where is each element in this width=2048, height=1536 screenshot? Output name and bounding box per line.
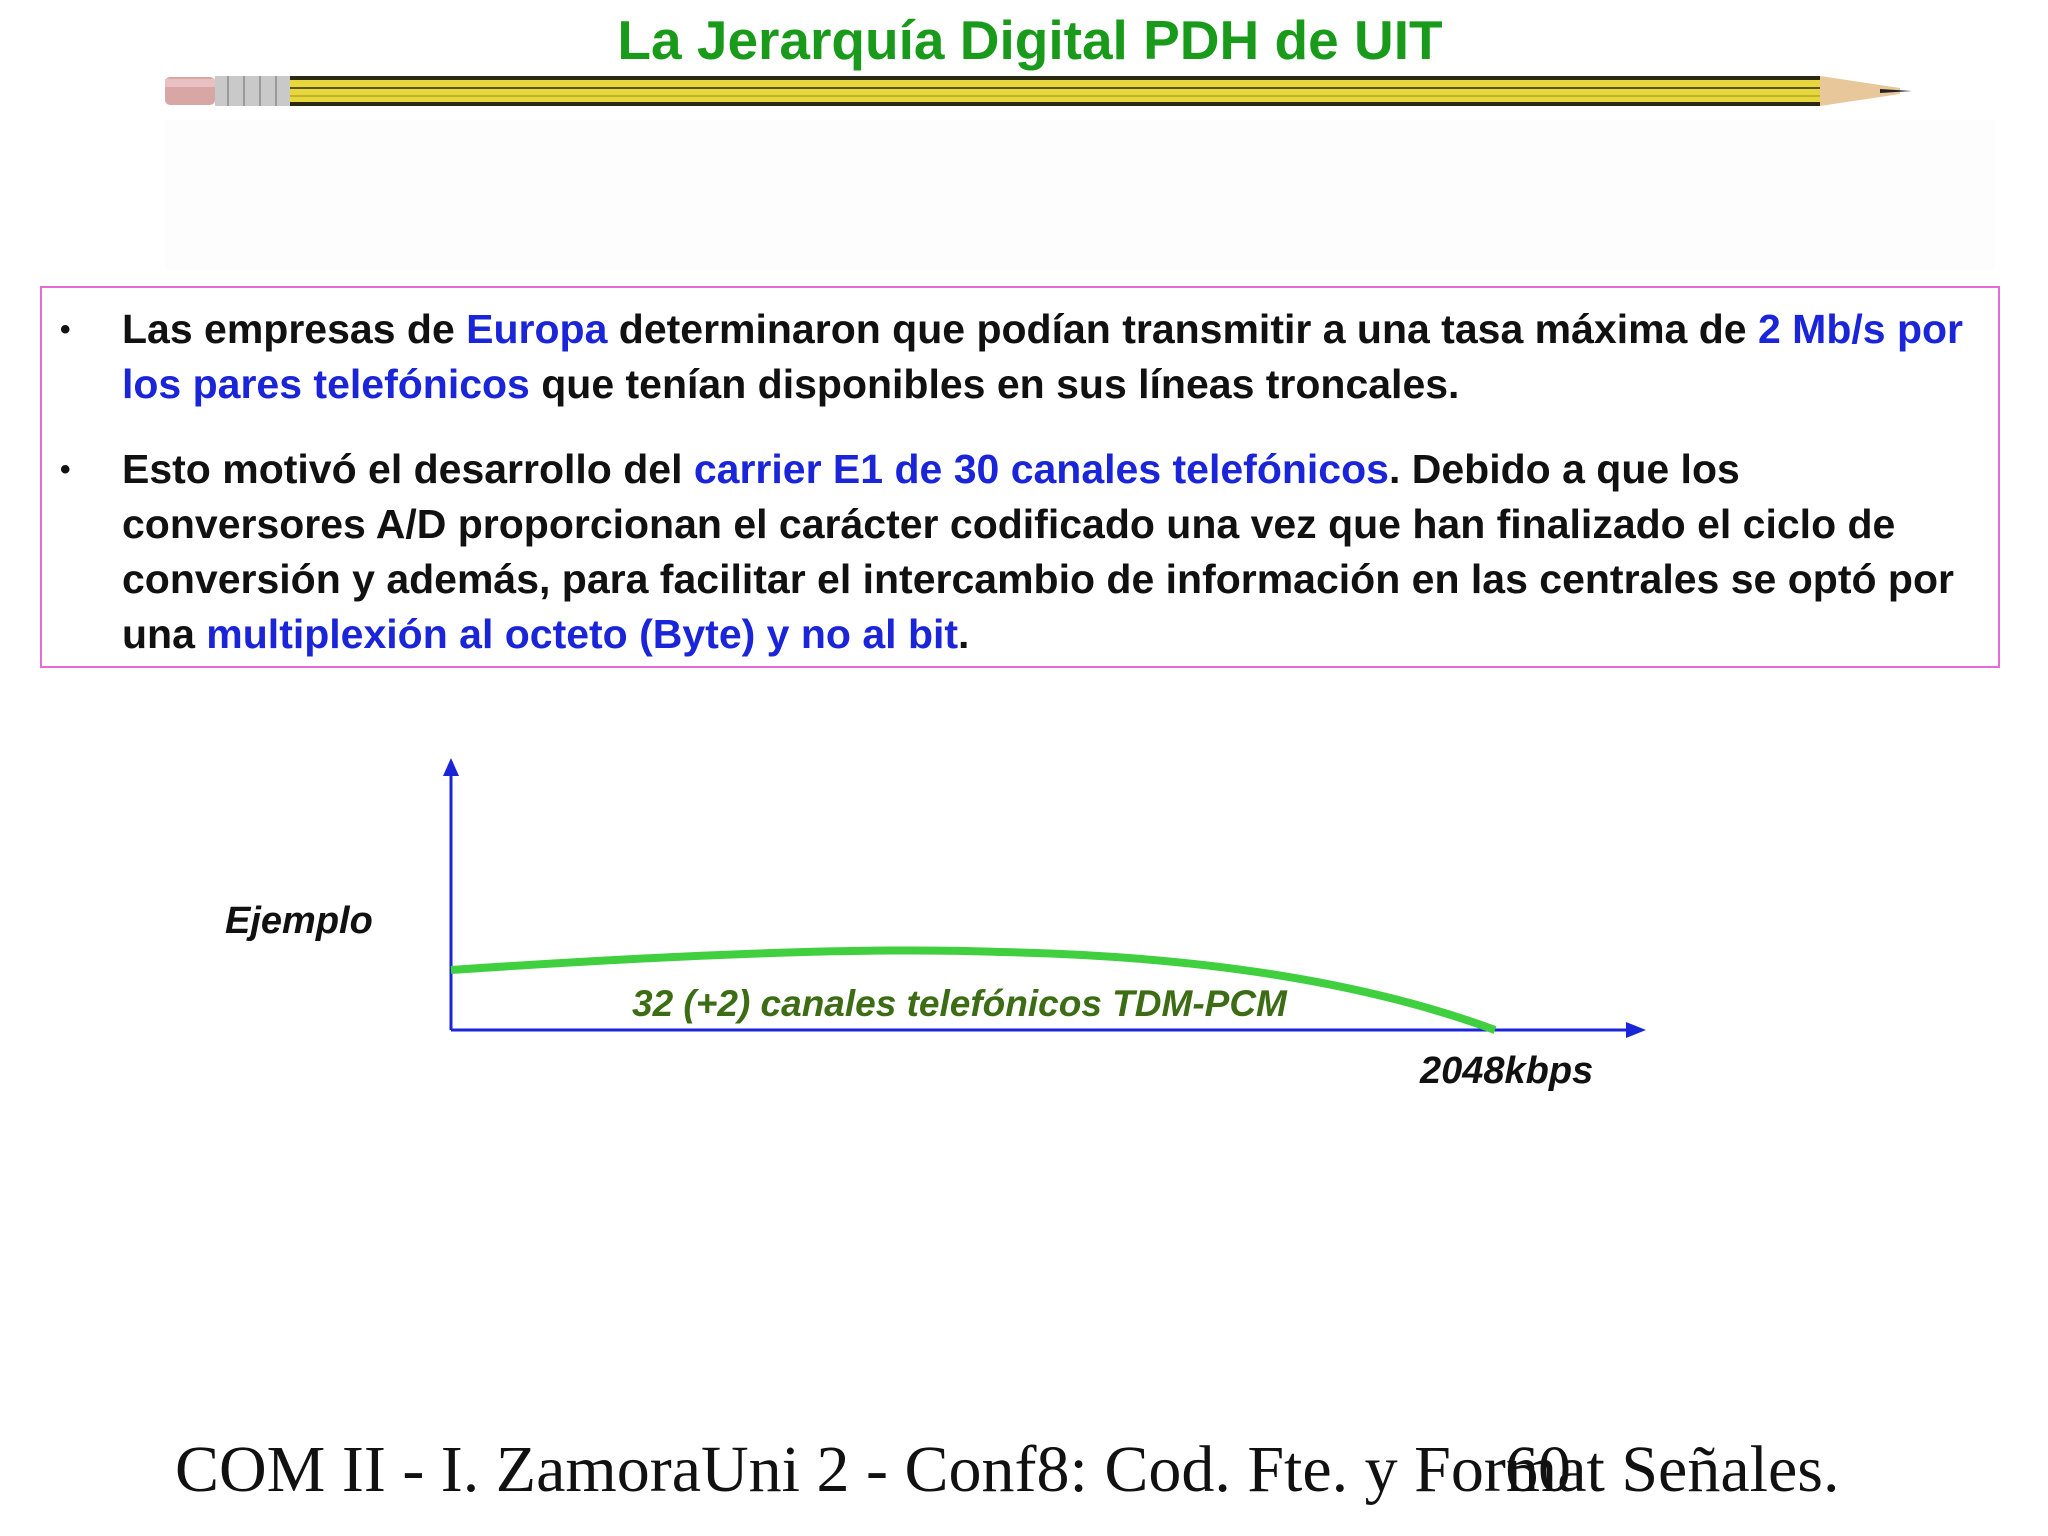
bullet-text: Esto motivó el desarrollo del carrier E1… [122, 442, 1972, 662]
curve-label: 32 (+2) canales telefónicos TDM-PCM [632, 983, 1287, 1024]
bullet-box [40, 286, 2000, 668]
x-axis-arrow-icon [1626, 1022, 1646, 1038]
spectrum-curve [450, 946, 1497, 1034]
text-segment: determinaron que podían transmitir a una… [607, 306, 1758, 352]
rate-label: 2048kbps [1420, 1050, 1594, 1092]
title-panel [165, 120, 1995, 270]
highlight-segment: carrier E1 de 30 canales telefónicos [693, 446, 1389, 492]
slide-title: La Jerarquía Digital PDH de UIT [617, 9, 1443, 71]
text-segment: Esto motivó el desarrollo del [122, 446, 694, 492]
spectrum-diagram [443, 758, 1646, 1038]
text-segment: . [958, 611, 970, 657]
y-axis-arrow-icon [443, 758, 459, 776]
text-segment: Las empresas de [122, 306, 467, 352]
bullet-icon: • [60, 313, 71, 346]
bullet-icon: • [60, 453, 71, 486]
highlight-segment: 2 Mb/s por los pares telefónicos [122, 306, 1964, 407]
footer-text: COM II - I. ZamoraUni 2 - Conf8: Cod. Ft… [175, 1433, 1840, 1506]
bullet-text: Las empresas de Europa determinaron que … [122, 302, 1972, 412]
pencil-divider-icon [165, 76, 1912, 106]
highlight-segment: Europa [466, 306, 608, 352]
text-segment: . Debido a que los conversores A/D propo… [122, 446, 1954, 657]
text-segment: que tenían disponibles en sus líneas tro… [529, 361, 1460, 407]
example-label: Ejemplo [225, 900, 373, 942]
highlight-segment: multiplexión al octeto (Byte) y no al bi… [206, 611, 959, 657]
page-number: 60 [1505, 1433, 1571, 1506]
